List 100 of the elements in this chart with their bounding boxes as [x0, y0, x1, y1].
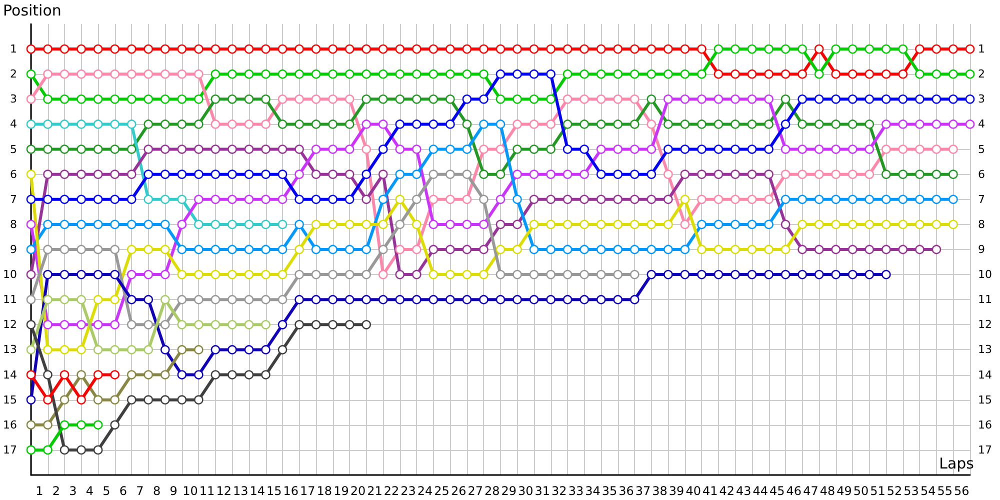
- point: [798, 94, 807, 104]
- point: [613, 220, 623, 230]
- point: [228, 220, 237, 230]
- point: [412, 120, 422, 129]
- x-tick-label: 32: [552, 484, 567, 498]
- point: [428, 44, 438, 54]
- point: [932, 44, 942, 54]
- point: [932, 94, 942, 104]
- point: [126, 170, 136, 179]
- point: [798, 69, 807, 79]
- point: [596, 294, 606, 304]
- y-tick-label: 4: [10, 118, 17, 131]
- point: [144, 120, 154, 129]
- point: [76, 220, 86, 230]
- point: [780, 120, 790, 129]
- y2-tick-label: 4: [978, 118, 985, 131]
- point: [864, 220, 874, 230]
- x-tick-label: 9: [170, 484, 178, 498]
- point: [730, 194, 740, 204]
- point: [395, 94, 405, 104]
- point: [110, 44, 120, 54]
- point: [160, 270, 170, 280]
- point: [60, 420, 70, 430]
- y-tick-label: 9: [10, 243, 17, 256]
- point: [462, 120, 472, 129]
- point: [932, 170, 942, 179]
- point: [613, 144, 623, 154]
- x-tick-label: 20: [350, 484, 366, 498]
- point: [144, 294, 154, 304]
- point: [613, 294, 623, 304]
- point: [446, 194, 455, 204]
- point: [479, 44, 488, 54]
- point: [529, 244, 539, 254]
- point: [630, 69, 640, 79]
- point: [244, 69, 254, 79]
- y-tick-label: 11: [3, 293, 17, 306]
- point: [126, 144, 136, 154]
- point: [680, 170, 690, 179]
- point: [479, 144, 488, 154]
- point: [462, 244, 472, 254]
- point: [110, 170, 120, 179]
- point: [814, 120, 824, 129]
- point: [194, 244, 204, 254]
- point: [26, 345, 36, 354]
- x-tick-label: 18: [316, 484, 332, 498]
- point: [244, 194, 254, 204]
- point: [512, 220, 522, 230]
- point: [814, 194, 824, 204]
- point: [848, 220, 858, 230]
- point: [278, 220, 288, 230]
- point: [714, 44, 724, 54]
- point: [244, 170, 254, 179]
- point: [60, 120, 70, 129]
- point: [76, 320, 86, 330]
- point: [512, 270, 522, 280]
- x-tick-label: 29: [501, 484, 517, 498]
- point: [311, 69, 321, 79]
- point: [512, 170, 522, 179]
- point: [646, 69, 656, 79]
- point: [831, 94, 841, 104]
- point: [546, 244, 556, 254]
- point: [613, 44, 623, 54]
- point: [646, 94, 656, 104]
- point: [261, 144, 270, 154]
- y2-tick-label: 16: [978, 418, 992, 432]
- point: [144, 94, 154, 104]
- x-tick-label: 28: [484, 484, 500, 498]
- point: [747, 94, 757, 104]
- point: [562, 294, 572, 304]
- point: [882, 270, 891, 280]
- point: [244, 144, 254, 154]
- point: [294, 94, 304, 104]
- point: [26, 194, 36, 204]
- point: [311, 170, 321, 179]
- point: [26, 395, 36, 404]
- point: [311, 44, 321, 54]
- point: [328, 69, 338, 79]
- point: [529, 94, 539, 104]
- point: [747, 220, 757, 230]
- point: [126, 270, 136, 280]
- point: [596, 194, 606, 204]
- point: [344, 320, 354, 330]
- point: [646, 270, 656, 280]
- point: [328, 220, 338, 230]
- y-tick-label: 8: [10, 218, 17, 231]
- point: [831, 194, 841, 204]
- point: [664, 94, 673, 104]
- point: [278, 69, 288, 79]
- point: [93, 170, 103, 179]
- point: [43, 44, 52, 54]
- point: [344, 194, 354, 204]
- point: [848, 94, 858, 104]
- point: [43, 94, 52, 104]
- point: [428, 270, 438, 280]
- point: [730, 144, 740, 154]
- point: [630, 194, 640, 204]
- point: [864, 69, 874, 79]
- x-tick-label: 34: [585, 484, 600, 498]
- point: [344, 220, 354, 230]
- point: [126, 120, 136, 129]
